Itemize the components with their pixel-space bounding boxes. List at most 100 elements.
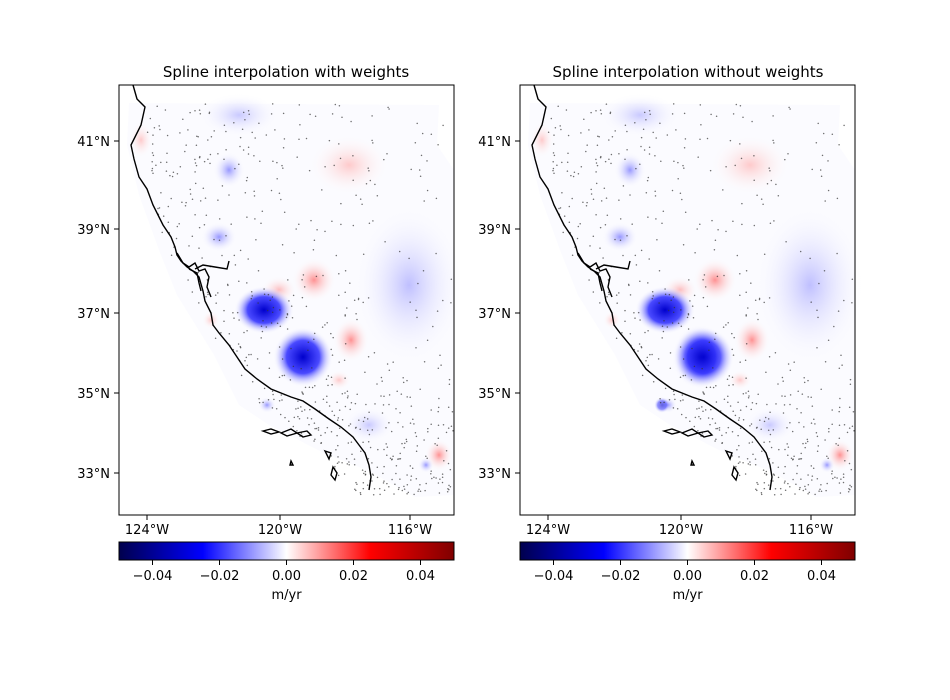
station-marker [679, 376, 682, 379]
station-marker [221, 185, 224, 187]
station-marker [762, 469, 765, 471]
station-marker [244, 359, 246, 362]
station-marker [812, 467, 815, 470]
station-marker [395, 472, 397, 475]
station-marker [321, 326, 324, 328]
station-marker [844, 460, 846, 462]
station-marker [572, 175, 575, 178]
station-marker [149, 117, 152, 120]
station-marker [600, 200, 603, 202]
station-marker [338, 272, 340, 275]
station-marker [437, 406, 440, 409]
y-tick-label: 35°N [478, 387, 511, 402]
station-marker [424, 489, 426, 492]
station-marker [768, 297, 771, 299]
station-marker [164, 109, 167, 111]
station-marker [547, 131, 550, 133]
station-marker [338, 105, 341, 107]
station-marker [372, 142, 374, 144]
station-marker [409, 465, 412, 467]
station-marker [714, 440, 716, 442]
station-marker [561, 191, 563, 194]
station-marker [383, 448, 385, 451]
station-marker [293, 251, 295, 254]
station-marker [688, 279, 690, 281]
station-marker [368, 433, 371, 436]
station-marker [763, 441, 765, 443]
station-marker [258, 398, 260, 400]
station-marker [677, 178, 679, 180]
station-marker [381, 380, 383, 382]
station-marker [614, 130, 616, 132]
station-marker [387, 106, 389, 109]
station-marker [698, 407, 700, 409]
station-marker [388, 108, 390, 110]
station-marker [806, 440, 809, 443]
station-marker [754, 464, 757, 466]
station-marker [359, 493, 362, 496]
station-marker [849, 488, 851, 491]
station-marker [388, 403, 390, 406]
station-marker [646, 179, 649, 182]
station-marker [362, 481, 365, 484]
x-axis: 124°W 120°W 116°W [125, 515, 432, 538]
station-marker [763, 301, 765, 304]
station-marker [330, 376, 333, 379]
station-marker [798, 421, 800, 424]
station-marker [737, 462, 740, 465]
station-marker [406, 379, 408, 382]
station-marker [853, 430, 855, 432]
station-marker [596, 144, 599, 146]
station-marker [647, 176, 650, 179]
station-marker [566, 161, 569, 163]
station-marker [251, 131, 253, 134]
x-tick-label: 120°W [258, 523, 302, 538]
station-marker [301, 278, 303, 281]
station-marker [802, 489, 805, 492]
station-marker [448, 383, 451, 386]
station-marker [353, 299, 356, 301]
station-marker [167, 205, 170, 208]
station-marker [634, 254, 637, 257]
station-marker [347, 395, 349, 397]
station-marker [826, 482, 828, 485]
station-marker [766, 403, 768, 406]
station-marker [852, 410, 855, 413]
station-marker [303, 286, 306, 288]
station-marker [773, 142, 775, 144]
station-marker [368, 411, 370, 414]
station-marker [371, 429, 374, 431]
station-marker [398, 486, 400, 489]
station-marker [702, 296, 705, 299]
station-marker [308, 169, 311, 172]
station-marker [742, 462, 744, 464]
station-marker [784, 158, 786, 161]
station-marker [848, 427, 851, 429]
station-marker [701, 406, 703, 408]
station-marker [348, 461, 350, 463]
station-marker [165, 161, 168, 163]
colorbar-tick-label: 0.02 [740, 569, 769, 584]
station-marker [827, 160, 829, 162]
station-marker [552, 167, 555, 170]
station-marker [651, 297, 654, 300]
station-marker [828, 431, 830, 433]
station-marker [816, 346, 818, 349]
station-marker [151, 143, 154, 145]
station-marker [816, 435, 819, 438]
station-marker [634, 317, 636, 319]
station-marker [415, 478, 418, 480]
colorbar-tick-label: 0.02 [339, 569, 368, 584]
station-marker [562, 231, 564, 234]
station-marker [740, 157, 743, 160]
panel-with-weights: Spline interpolation with weights 41°N 3… [77, 63, 464, 603]
station-marker [247, 146, 250, 148]
station-marker [430, 133, 433, 135]
station-marker [745, 315, 747, 317]
station-marker [580, 166, 583, 168]
station-marker [754, 299, 757, 301]
station-marker [553, 154, 556, 157]
station-marker [668, 293, 671, 296]
station-marker [432, 325, 434, 328]
station-marker [337, 456, 339, 458]
